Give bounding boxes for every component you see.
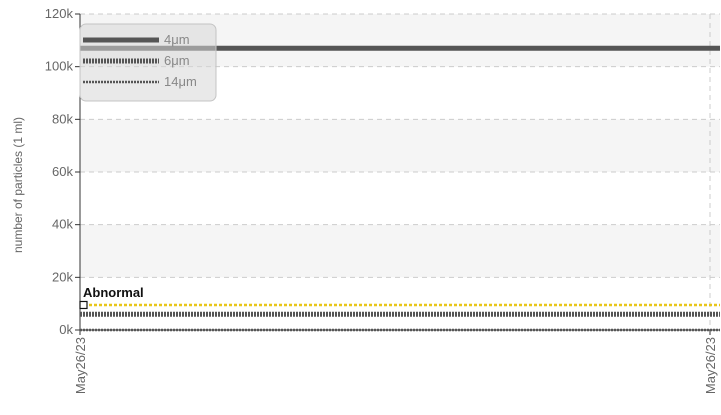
y-tick-label: 120k (45, 6, 74, 21)
series-lines (80, 45, 720, 332)
abnormal-marker (79, 300, 88, 310)
background-band (80, 277, 720, 330)
annotations: Abnormal (79, 285, 720, 310)
abnormal-label: Abnormal (83, 285, 144, 300)
legend-label: 4μm (164, 32, 190, 47)
legend-label: 6μm (164, 53, 190, 68)
gridlines (79, 13, 720, 330)
y-tick-label: 60k (52, 164, 73, 179)
legend-label: 14μm (164, 74, 197, 89)
background-band (80, 119, 720, 172)
y-tick-label: 0k (59, 322, 73, 337)
y-tick-label: 100k (45, 59, 74, 74)
axes: 0k 20k 40k 60k 80k 100k 120k May26/23 May26/23 (45, 6, 720, 394)
y-tick-label: 40k (52, 217, 73, 232)
x-tick-label: May26/23 (73, 337, 88, 394)
legend: 4μm 6μm 14μm (79, 23, 217, 102)
y-tick-label: 80k (52, 111, 73, 126)
background-band (80, 172, 720, 225)
y-tick-label: 20k (52, 269, 73, 284)
background-band (80, 224, 720, 278)
x-tick-label: May26/23 (703, 337, 718, 394)
y-axis-title: number of particles (1 ml) (11, 117, 25, 253)
